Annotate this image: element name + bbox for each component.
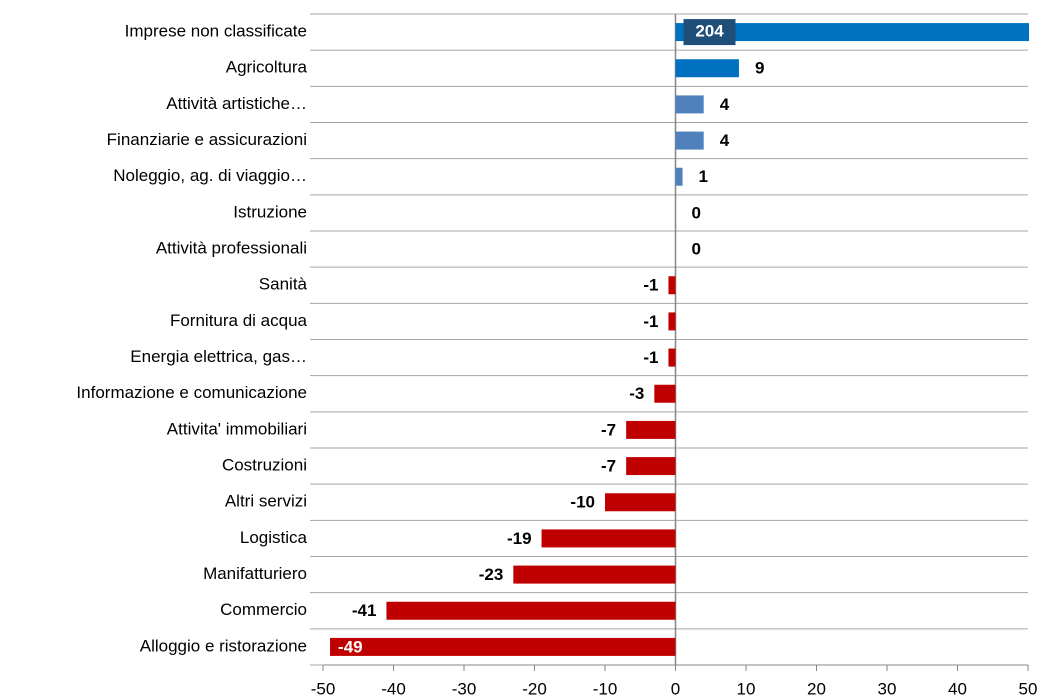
category-label: Agricoltura [226,58,308,77]
value-label: 9 [755,59,764,78]
bars [330,23,1029,656]
x-tick-label: 40 [948,679,967,698]
bar [626,457,676,476]
category-label: Altri servizi [225,492,307,511]
value-label: -10 [570,493,595,512]
x-tick-label: 20 [807,679,826,698]
x-tick-label: -30 [452,679,477,698]
x-tick-label: -10 [593,679,618,698]
bar [668,312,676,331]
value-label: -7 [601,457,616,476]
x-tick-label: -20 [522,679,547,698]
value-label: -1 [643,312,658,331]
category-label: Sanità [259,275,308,294]
category-label: Costruzioni [222,456,307,475]
category-label: Commercio [220,600,307,619]
value-label: -1 [643,348,658,367]
bar [654,384,676,403]
x-tick-label: 10 [737,679,756,698]
value-label: -3 [629,384,644,403]
bar [541,529,676,548]
value-label: -41 [352,601,377,620]
bar [675,167,683,186]
category-label: Alloggio e ristorazione [140,636,307,655]
bar [605,493,676,512]
value-label: 4 [720,95,730,114]
x-tick-label: 0 [671,679,680,698]
value-label: -23 [479,565,504,584]
value-label: -19 [507,529,532,548]
value-label: 204 [695,22,724,41]
bar [513,565,676,584]
bar [386,601,676,620]
bar [675,59,739,78]
grid [310,13,1029,671]
category-label: Energia elettrica, gas… [130,347,307,366]
category-label: Logistica [240,528,308,547]
category-label: Attività professionali [156,239,307,258]
bar [675,131,704,150]
category-label: Attività artistiche… [166,94,307,113]
category-label: Imprese non classificate [125,22,307,41]
value-label: 0 [692,240,701,259]
bar [675,23,1029,42]
category-label: Informazione e comunicazione [76,383,307,402]
category-label: Finanziarie e assicurazioni [107,130,307,149]
value-label: 0 [692,203,701,222]
value-label: -7 [601,420,616,439]
value-label: 1 [699,167,708,186]
bar [668,276,676,295]
x-tick-label: -50 [311,679,336,698]
value-label: -1 [643,276,658,295]
bar [668,348,676,367]
x-tick-label: -40 [381,679,406,698]
category-label: Fornitura di acqua [170,311,308,330]
category-label: Manifatturiero [203,564,307,583]
category-label: Attivita' immobiliari [167,419,307,438]
x-tick-label: 50 [1019,679,1038,698]
bar [675,95,704,114]
bar [330,637,676,656]
value-label-box [683,19,736,46]
bar [626,420,676,439]
value-label: -49 [338,637,363,656]
category-label: Noleggio, ag. di viaggio… [113,166,307,185]
value-label: 4 [720,131,730,150]
x-tick-label: 30 [878,679,897,698]
category-label: Istruzione [233,202,307,221]
